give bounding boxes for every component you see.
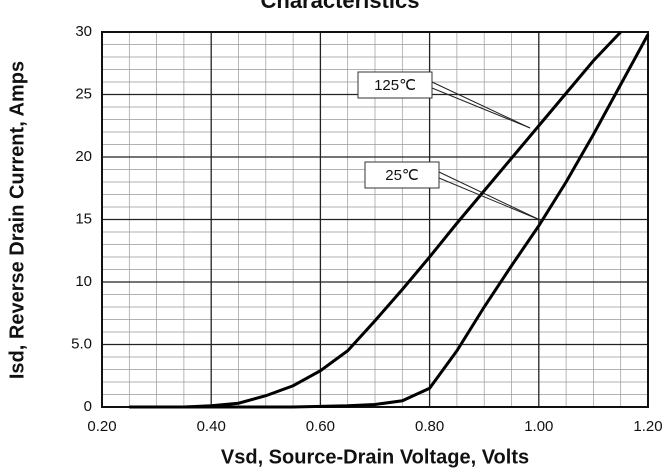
legend-label: 125℃ xyxy=(374,77,416,94)
y-tick-label: 25 xyxy=(75,85,92,102)
x-axis-title: Vsd, Source-Drain Voltage, Volts xyxy=(221,446,529,468)
y-tick-label: 20 xyxy=(75,148,92,165)
x-tick-label: 0.40 xyxy=(197,418,226,435)
line-series xyxy=(129,33,650,409)
x-tick-label: 0.60 xyxy=(306,418,335,435)
y-tick-label: 10 xyxy=(75,273,92,290)
chart-title: Characteristics xyxy=(261,0,420,13)
x-tick-label: 0.20 xyxy=(87,418,116,435)
y-tick-label: 0 xyxy=(84,398,92,415)
legend-label: 25℃ xyxy=(385,167,419,184)
leader xyxy=(431,87,531,129)
y-axis-title: Isd, Reverse Drain Current, Amps xyxy=(6,61,28,379)
x-tick-label: 1.20 xyxy=(633,418,662,435)
x-tick-label: 0.80 xyxy=(415,418,444,435)
y-tick-label: 30 xyxy=(75,23,92,40)
label-box xyxy=(357,71,433,99)
x-tick-label: 1.00 xyxy=(524,418,553,435)
y-tick-label: 5.0 xyxy=(71,335,92,352)
label-box xyxy=(364,161,440,189)
leader xyxy=(431,81,531,129)
leader xyxy=(438,171,541,221)
leader xyxy=(438,177,541,221)
plot-frame xyxy=(101,31,649,408)
y-tick-label: 15 xyxy=(75,210,92,227)
